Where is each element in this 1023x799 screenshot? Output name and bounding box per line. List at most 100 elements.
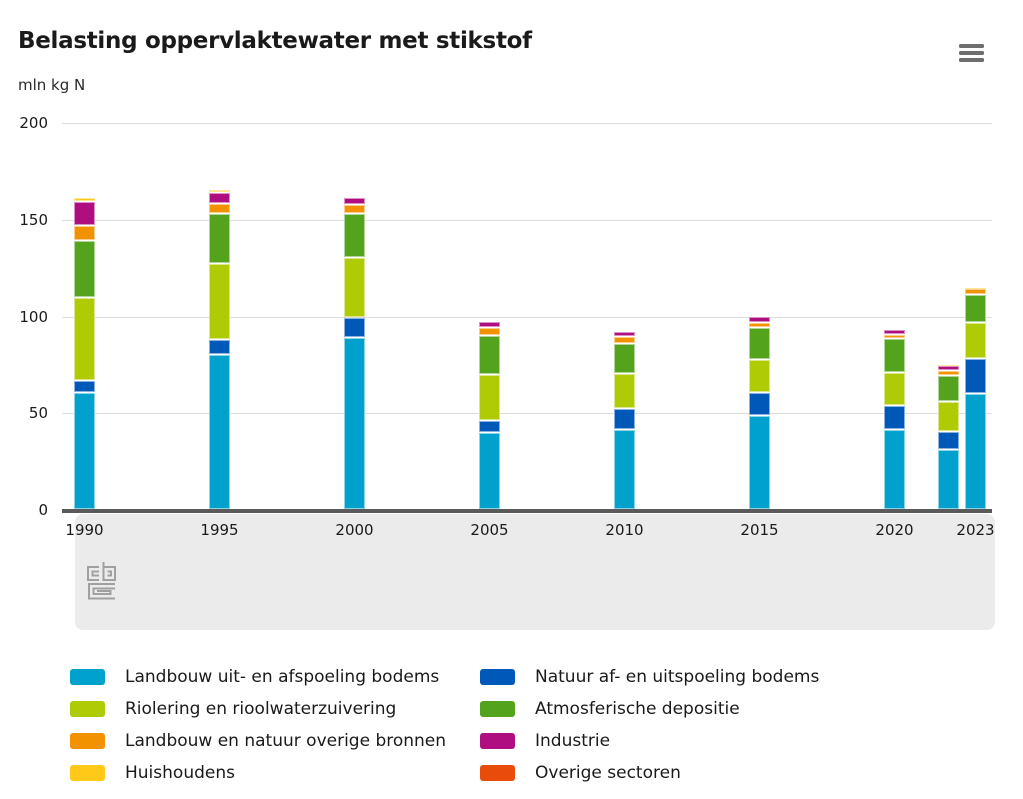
y-axis-tick-label: 0 [38,501,48,519]
bar-segment[interactable] [344,213,365,258]
bar-segment[interactable] [965,289,986,295]
bar-segment[interactable] [938,431,959,449]
legend-item[interactable]: Landbouw en natuur overige bronnen [70,731,480,751]
bar-segment[interactable] [614,343,635,373]
bar-segment[interactable] [965,323,986,359]
bar-segment[interactable] [749,328,770,360]
bar-segment[interactable] [209,264,230,339]
bar-segment[interactable] [614,336,635,343]
x-axis-tick-label: 1995 [200,521,239,539]
hamburger-bar [959,58,984,62]
hamburger-bar [959,51,984,55]
y-axis-unit-label: mln kg N [18,76,86,94]
bar-segment[interactable] [479,322,500,328]
bar-segment[interactable] [965,288,986,290]
legend-label: Atmosferische depositie [535,699,740,719]
bar-segment[interactable] [344,337,365,509]
legend-swatch [480,733,515,749]
legend-swatch [480,669,515,685]
chart-title: Belasting oppervlaktewater met stikstof [18,28,532,54]
bar-segment[interactable] [938,375,959,401]
x-axis-tick-label: 2010 [605,521,644,539]
bar-segment[interactable] [614,429,635,509]
bar-segment[interactable] [344,258,365,318]
bar-segment[interactable] [344,205,365,213]
bar-segment[interactable] [965,295,986,323]
bar-segment[interactable] [938,401,959,431]
y-axis-tick-label: 200 [19,114,48,132]
bar-segment[interactable] [209,339,230,355]
bar-segment[interactable] [884,372,905,405]
hamburger-menu-icon[interactable] [959,44,984,62]
bar-segment[interactable] [749,323,770,328]
bar-segment[interactable] [938,370,959,375]
bar-segment[interactable] [614,409,635,429]
bar-segment[interactable] [209,213,230,264]
bar-segment[interactable] [749,360,770,392]
bar-segment[interactable] [479,335,500,374]
legend-item[interactable]: Atmosferische depositie [480,699,970,719]
bar-segment[interactable] [614,331,635,336]
legend-label: Landbouw uit- en afspoeling bodems [125,667,440,687]
legend-item[interactable]: Industrie [480,731,970,751]
bar-segment[interactable] [884,338,905,372]
bar-segment[interactable] [74,381,95,392]
bar-segment[interactable] [209,189,230,192]
legend-swatch [70,701,105,717]
x-axis-band [75,514,995,630]
x-axis-line [62,509,992,513]
bar-segment[interactable] [74,241,95,298]
gridline [62,123,992,124]
bar-segment[interactable] [884,405,905,429]
bar-segment[interactable] [74,392,95,509]
bar-segment[interactable] [749,416,770,509]
legend-swatch [480,765,515,781]
x-axis-tick-label: 2020 [875,521,914,539]
bar-segment[interactable] [74,202,95,225]
hamburger-bar [959,44,984,48]
chart-legend: Landbouw uit- en afspoeling bodems Natuur… [70,661,970,789]
legend-item[interactable]: Huishoudens [70,763,480,783]
bar-segment[interactable] [938,450,959,509]
legend-item[interactable]: Overige sectoren [480,763,970,783]
legend-swatch [70,733,105,749]
bar-segment[interactable] [209,204,230,213]
gridline [62,316,992,318]
x-axis-tick-label: 2000 [335,521,374,539]
legend-swatch [70,669,105,685]
gridline [62,219,992,221]
bar-segment[interactable] [884,429,905,509]
legend-item[interactable]: Natuur af- en uitspoeling bodems [480,667,970,687]
bar-segment[interactable] [614,373,635,409]
bar-segment[interactable] [965,393,986,509]
bar-segment[interactable] [938,364,959,366]
bar-segment[interactable] [938,365,959,370]
legend-item[interactable]: Riolering en rioolwaterzuivering [70,699,480,719]
bar-segment[interactable] [209,355,230,509]
bar-segment[interactable] [749,392,770,416]
legend-label: Landbouw en natuur overige bronnen [125,731,447,751]
bar-segment[interactable] [74,298,95,381]
legend-label: Natuur af- en uitspoeling bodems [535,667,820,687]
cbs-logo [87,562,116,600]
bar-segment[interactable] [479,420,500,432]
x-axis-tick-label: 2023 [956,521,995,539]
x-axis-tick-label: 1990 [65,521,104,539]
bar-segment[interactable] [209,192,230,204]
bar-segment[interactable] [884,330,905,334]
bar-segment[interactable] [344,318,365,337]
bar-segment[interactable] [884,334,905,338]
bar-segment[interactable] [749,317,770,323]
legend-swatch [70,765,105,781]
gridline [62,413,992,415]
bar-segment[interactable] [479,432,500,509]
bar-segment[interactable] [965,359,986,393]
bar-segment[interactable] [479,328,500,335]
bar-segment[interactable] [74,225,95,241]
bar-segment[interactable] [74,198,95,202]
bar-segment[interactable] [479,374,500,420]
y-axis-tick-label: 150 [19,210,48,229]
x-axis-tick-label: 2015 [740,521,779,539]
legend-item[interactable]: Landbouw uit- en afspoeling bodems [70,667,480,687]
bar-segment[interactable] [344,198,365,205]
